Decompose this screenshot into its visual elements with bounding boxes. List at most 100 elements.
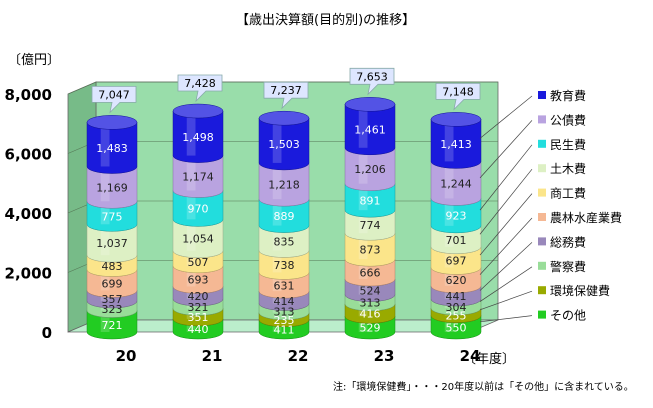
legend-label: 警察費 xyxy=(550,259,586,274)
y-tick-label: 0 xyxy=(42,324,52,342)
segment-label: 323 xyxy=(102,303,123,316)
bar-highlight xyxy=(100,269,110,291)
segment-label: 1,037 xyxy=(96,237,128,250)
bar-top xyxy=(430,112,482,127)
y-axis-label: 〔億円〕 xyxy=(8,52,60,68)
legend-label: 商工費 xyxy=(550,186,586,201)
legend-leader xyxy=(479,290,533,311)
segment-label: 414 xyxy=(274,295,295,308)
bar-highlight xyxy=(444,246,454,268)
legend-swatch xyxy=(538,237,546,246)
total-callout xyxy=(91,85,137,114)
segment-label: 313 xyxy=(274,306,295,319)
bar-highlight xyxy=(186,190,196,220)
x-axis: 20 21 22 23 24 xyxy=(116,347,481,365)
legend-item: 土木費 xyxy=(479,161,586,235)
segment-label: 701 xyxy=(446,234,467,247)
total-label: 7,653 xyxy=(356,70,388,83)
bar-highlight xyxy=(186,111,196,156)
bar-highlight xyxy=(444,315,454,332)
legend-swatch xyxy=(538,188,546,197)
legend-label: 教育費 xyxy=(550,88,586,103)
x-tick-label: 21 xyxy=(202,347,223,365)
segment-label: 1,218 xyxy=(268,179,300,192)
legend-item: 商工費 xyxy=(479,186,586,256)
segment-label: 1,498 xyxy=(182,131,214,144)
bar-highlight xyxy=(358,233,368,260)
segment-label: 693 xyxy=(188,274,209,287)
segment-label: 774 xyxy=(360,219,381,232)
segment-label: 775 xyxy=(102,210,123,223)
bar-highlight xyxy=(358,316,368,332)
segment-label: 483 xyxy=(102,260,123,273)
legend-swatch xyxy=(538,115,546,124)
segment-label: 255 xyxy=(446,309,467,322)
legend-item: 農林水産業費 xyxy=(479,210,622,275)
legend-label: 農林水産業費 xyxy=(550,210,622,225)
legend-leader xyxy=(479,120,533,179)
legend-leader xyxy=(479,168,533,235)
legend-swatch xyxy=(538,139,546,148)
bar-highlight xyxy=(444,119,454,162)
legend-leader xyxy=(479,266,533,302)
legend-item: その他 xyxy=(479,309,586,323)
segment-label: 1,503 xyxy=(268,138,300,151)
bar-highlight xyxy=(272,272,282,292)
total-callout xyxy=(349,67,395,96)
legend-label: その他 xyxy=(550,309,586,323)
chart-title: 【歳出決算額(目的別)の推移】 xyxy=(236,12,415,28)
legend-label: 公債費 xyxy=(550,112,586,127)
bar-highlight xyxy=(272,199,282,226)
bar-highlight xyxy=(100,255,110,270)
segment-label: 721 xyxy=(102,319,123,332)
legend-item: 環境保健費 xyxy=(479,283,610,311)
legend-item: 総務費 xyxy=(479,234,586,291)
bar-highlight xyxy=(444,225,454,247)
legend-label: 民生費 xyxy=(550,137,586,152)
legend-item: 警察費 xyxy=(479,259,586,302)
segment-label: 441 xyxy=(446,290,467,303)
total-callout xyxy=(263,81,309,110)
segment-label: 321 xyxy=(188,301,209,314)
bar-top xyxy=(86,115,138,130)
legend-swatch xyxy=(538,310,546,319)
segment-label: 697 xyxy=(446,255,467,268)
bar-highlight xyxy=(444,267,454,286)
bar-highlight xyxy=(186,219,196,251)
bar-highlight xyxy=(444,198,454,226)
bar-highlight xyxy=(444,161,454,199)
segment-label: 738 xyxy=(274,259,295,272)
bar-highlight xyxy=(100,224,110,256)
segment-label: 524 xyxy=(360,284,381,297)
legend-label: 土木費 xyxy=(550,161,586,176)
segment-label: 351 xyxy=(188,311,209,324)
bar-highlight xyxy=(358,183,368,211)
bar-highlight xyxy=(358,259,368,279)
y-tick-label: 4,000 xyxy=(5,205,52,223)
bar-highlight xyxy=(272,250,282,273)
legend-leader xyxy=(479,95,533,139)
segment-label: 235 xyxy=(274,314,295,327)
legend-swatch xyxy=(538,261,546,270)
legend-leader xyxy=(479,144,533,211)
total-label: 7,428 xyxy=(184,77,216,90)
bar-highlight xyxy=(272,118,282,163)
segment-label: 550 xyxy=(446,321,467,334)
legend-leader xyxy=(479,315,533,323)
segment-label: 1,174 xyxy=(182,171,214,184)
segment-label: 1,413 xyxy=(440,138,472,151)
bar-top xyxy=(344,97,396,112)
segment-label: 1,483 xyxy=(96,142,128,155)
y-tick-label: 6,000 xyxy=(5,146,52,164)
legend-item: 公債費 xyxy=(479,112,586,179)
segment-label: 440 xyxy=(188,323,209,336)
x-tick-label: 24 xyxy=(460,347,481,365)
x-tick-label: 22 xyxy=(288,347,309,365)
segment-label: 631 xyxy=(274,279,295,292)
total-callout xyxy=(435,82,481,111)
